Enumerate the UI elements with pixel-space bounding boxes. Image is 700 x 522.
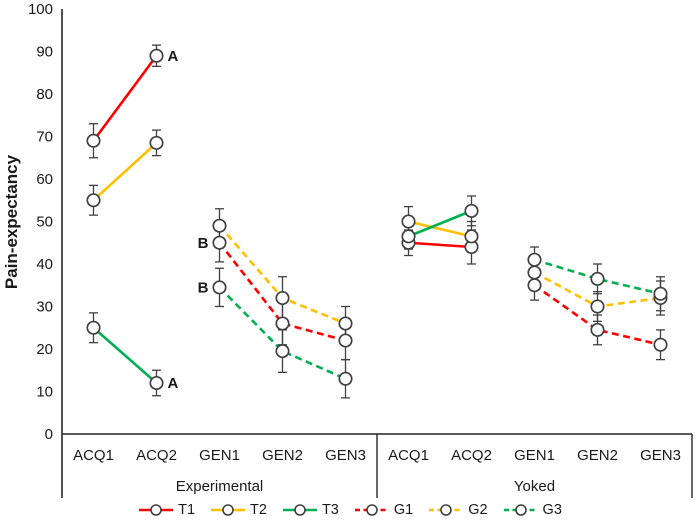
category-label: ACQ1 [73, 447, 114, 464]
category-label: GEN1 [514, 447, 555, 464]
category-label: GEN2 [262, 447, 303, 464]
y-tick-label: 90 [36, 44, 53, 61]
legend-marker-t3 [282, 504, 317, 516]
data-point [212, 218, 227, 233]
legend-marker-t2 [211, 504, 246, 516]
data-point [275, 316, 290, 331]
category-label: GEN3 [640, 447, 681, 464]
data-point [590, 271, 605, 286]
category-label: GEN3 [325, 447, 366, 464]
legend-item-t1: T1 [138, 503, 195, 518]
data-point [86, 193, 101, 208]
legend-marker-g3 [503, 504, 538, 516]
data-point [212, 235, 227, 250]
data-point [86, 320, 101, 335]
data-point [527, 252, 542, 267]
data-point [464, 229, 479, 244]
y-tick-label: 50 [36, 214, 53, 231]
y-axis-title: Pain-expectancy [2, 154, 21, 289]
legend-label-t1: T1 [178, 501, 196, 518]
legend-item-t2: T2 [210, 503, 267, 518]
data-point [212, 280, 227, 295]
series-line-t2 [408, 220, 472, 238]
legend-label-t2: T2 [250, 501, 267, 518]
category-label: ACQ2 [451, 447, 492, 464]
data-point [86, 133, 101, 148]
series-line-g3 [218, 286, 347, 380]
category-label: ACQ1 [388, 447, 429, 464]
legend-label-g2: G2 [468, 501, 488, 518]
series-line-t1 [92, 54, 158, 142]
series-line-t2 [92, 141, 158, 202]
series-line-t1 [408, 241, 472, 249]
y-tick-label: 60 [36, 171, 53, 188]
data-point [275, 344, 290, 359]
y-tick-label: 40 [36, 256, 53, 273]
data-point [149, 375, 164, 391]
y-tick-label: 0 [45, 426, 53, 443]
category-label: ACQ2 [136, 447, 177, 464]
data-point [338, 371, 353, 386]
data-point [653, 286, 668, 301]
group-label: Yoked [514, 478, 555, 495]
data-point [338, 316, 353, 331]
legend-marker-circle [366, 504, 378, 516]
category-label: GEN1 [199, 447, 240, 464]
legend-label-g1: G1 [393, 501, 414, 518]
data-point [401, 214, 416, 229]
category-label: GEN2 [577, 447, 618, 464]
legend-marker-g2 [429, 504, 464, 516]
legend-marker-circle [440, 504, 453, 516]
data-point [527, 265, 542, 280]
data-point [527, 278, 542, 293]
legend-marker-circle [294, 504, 306, 516]
point-annotation: A [168, 48, 179, 65]
data-point [590, 299, 605, 314]
y-tick-label: 20 [36, 341, 53, 358]
data-point [149, 48, 164, 63]
legend-marker-g1 [354, 504, 389, 516]
y-tick-label: 100 [28, 1, 53, 18]
legend-marker-circle [150, 504, 162, 516]
series-line-t3 [408, 209, 472, 238]
legend-marker-circle [222, 504, 234, 516]
point-annotation: B [198, 279, 209, 296]
point-annotation: A [168, 375, 179, 392]
legend-item-t3: T3 [282, 503, 339, 518]
legend-item-g2: G2 [428, 501, 488, 518]
group-label: Experimental [176, 478, 264, 495]
chart-legend: T1 T2 T3 G1 G2 G3 [0, 499, 700, 521]
data-point [401, 229, 416, 244]
legend-marker-t1 [139, 504, 174, 516]
series-line-t3 [92, 326, 158, 384]
series-line-g1 [533, 284, 661, 347]
series-line-g3 [534, 258, 661, 296]
y-tick-label: 70 [36, 129, 53, 146]
data-point [464, 203, 479, 218]
legend-item-g1: G1 [354, 503, 413, 518]
data-point [590, 322, 605, 337]
y-tick-label: 30 [36, 299, 53, 316]
data-point [149, 135, 164, 150]
data-point [275, 290, 290, 306]
point-annotation: B [198, 235, 209, 252]
y-tick-label: 80 [36, 86, 53, 103]
legend-label-g3: G3 [542, 501, 562, 518]
y-tick-label: 10 [36, 384, 53, 401]
legend-item-g3: G3 [503, 503, 562, 518]
data-point [338, 333, 353, 348]
chart-plot-area: Pain-expectancy 0 10 20 30 40 50 60 70 80 90 100 AC… [2, 1, 693, 498]
legend-marker-circle [514, 504, 527, 516]
legend-label-t3: T3 [321, 501, 339, 518]
data-point [653, 337, 668, 352]
chart-generated-content: 0 10 20 30 40 50 60 70 80 90 100 ACQ1 ACQ2 GEN1 GEN2 GE… [28, 1, 693, 498]
